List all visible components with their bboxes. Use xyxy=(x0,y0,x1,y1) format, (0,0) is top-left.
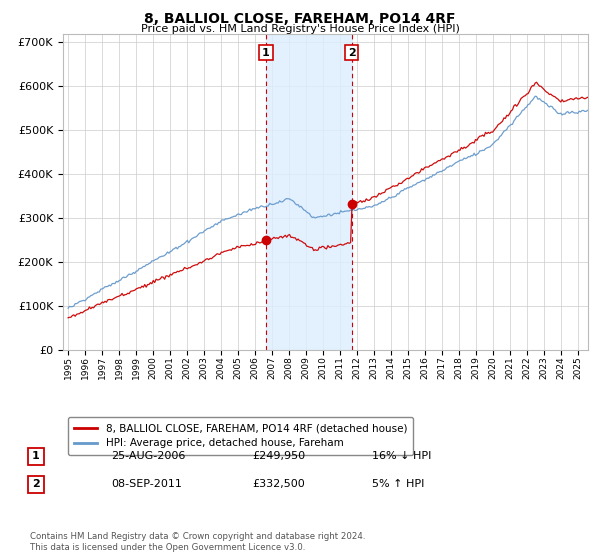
Text: 2: 2 xyxy=(348,48,356,58)
Text: 1: 1 xyxy=(32,451,40,461)
Text: 25-AUG-2006: 25-AUG-2006 xyxy=(111,451,185,461)
Text: 5% ↑ HPI: 5% ↑ HPI xyxy=(372,479,424,489)
Legend: 8, BALLIOL CLOSE, FAREHAM, PO14 4RF (detached house), HPI: Average price, detach: 8, BALLIOL CLOSE, FAREHAM, PO14 4RF (det… xyxy=(68,417,413,455)
Text: 2: 2 xyxy=(32,479,40,489)
Text: 8, BALLIOL CLOSE, FAREHAM, PO14 4RF: 8, BALLIOL CLOSE, FAREHAM, PO14 4RF xyxy=(144,12,456,26)
Text: 1: 1 xyxy=(262,48,270,58)
Bar xyxy=(266,34,352,350)
Text: Price paid vs. HM Land Registry's House Price Index (HPI): Price paid vs. HM Land Registry's House … xyxy=(140,24,460,34)
Text: £332,500: £332,500 xyxy=(252,479,305,489)
Text: £249,950: £249,950 xyxy=(252,451,305,461)
Text: Contains HM Land Registry data © Crown copyright and database right 2024.
This d: Contains HM Land Registry data © Crown c… xyxy=(30,532,365,552)
Text: 08-SEP-2011: 08-SEP-2011 xyxy=(111,479,182,489)
Text: 16% ↓ HPI: 16% ↓ HPI xyxy=(372,451,431,461)
